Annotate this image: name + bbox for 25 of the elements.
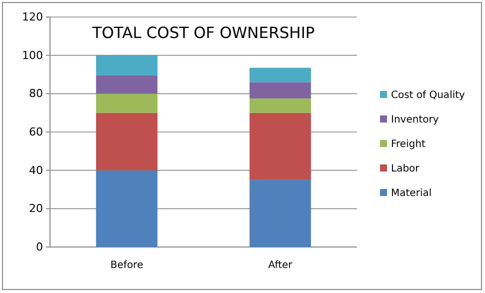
y-tick-label: 40 (29, 164, 43, 177)
bar (250, 98, 311, 113)
legend-label: Cost of Quality (391, 90, 466, 101)
bar (250, 112, 311, 180)
legend-label: Labor (391, 164, 420, 174)
bar (96, 75, 158, 94)
y-tick-label: 20 (29, 202, 43, 216)
bar (96, 112, 158, 170)
legend-label: Inventory (391, 114, 439, 126)
y-tick-label: 120 (22, 10, 43, 24)
bar (250, 68, 311, 82)
x-tick-label: Before (110, 260, 144, 272)
text: TOTAL COST OF OWNERSHIP (91, 24, 315, 42)
bar (96, 170, 158, 247)
bar (250, 82, 311, 98)
bar (96, 94, 158, 113)
y-tick-label: 100 (22, 48, 43, 62)
y-tick-label: 80 (29, 87, 43, 100)
legend-label: Freight (391, 139, 426, 150)
y-tick-label: 0 (36, 240, 43, 254)
bar (250, 180, 311, 247)
legend-label: Material (391, 188, 432, 199)
x-tick-label: After (268, 260, 294, 272)
y-tick-label: 60 (29, 126, 43, 139)
bar (96, 55, 158, 76)
